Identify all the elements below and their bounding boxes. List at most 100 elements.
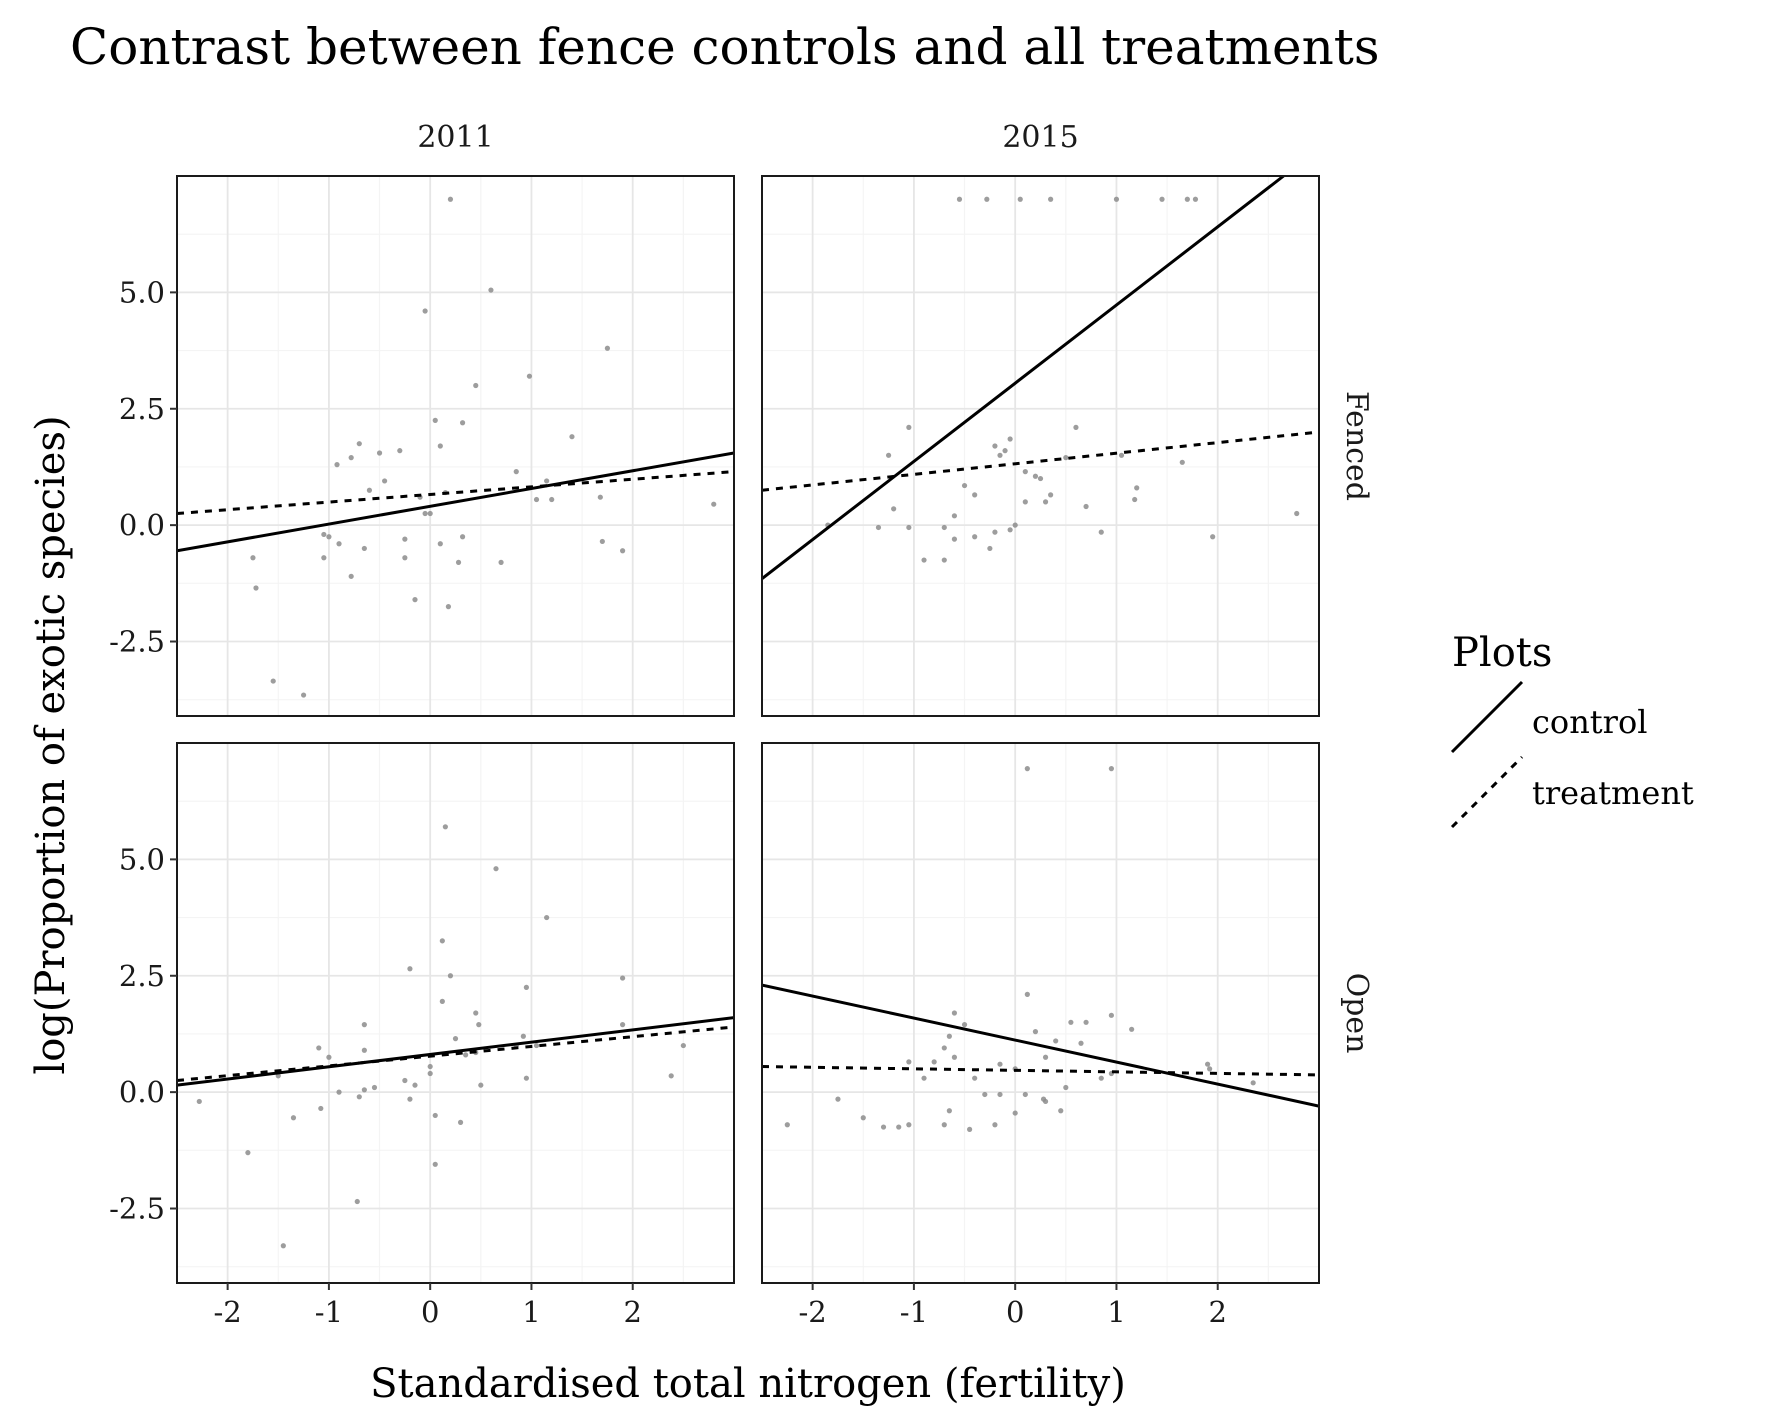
data-point <box>437 541 443 547</box>
data-point <box>992 529 998 535</box>
data-point <box>432 1112 438 1119</box>
data-point <box>407 966 413 972</box>
data-point <box>1032 473 1039 479</box>
data-point <box>1134 485 1140 491</box>
data-point <box>402 1077 408 1084</box>
data-point <box>526 373 533 379</box>
data-point <box>1184 196 1190 202</box>
data-point <box>1118 452 1125 458</box>
data-point <box>439 938 445 944</box>
data-point <box>961 1022 968 1028</box>
data-point <box>951 513 958 519</box>
data-point <box>445 604 452 610</box>
data-point <box>348 455 354 461</box>
data-point <box>784 1122 790 1128</box>
data-point <box>972 534 978 540</box>
panel-2015-fenced <box>761 175 1320 717</box>
data-point <box>447 973 454 979</box>
data-point <box>513 469 519 475</box>
data-point <box>972 492 978 498</box>
data-point <box>371 1084 378 1091</box>
fit-line-control <box>762 983 1319 1108</box>
data-point <box>549 496 555 503</box>
data-point <box>906 424 912 430</box>
legend-key-control <box>1450 680 1524 754</box>
strip-label-2011: 2011 <box>417 120 493 155</box>
data-point <box>711 501 717 507</box>
data-point <box>1012 1110 1018 1116</box>
fit-line-control <box>177 1016 734 1087</box>
panel-2011-fenced <box>176 175 735 717</box>
data-point <box>835 1096 841 1102</box>
data-point <box>476 1022 482 1028</box>
data-point <box>951 536 958 542</box>
data-point <box>668 1073 674 1079</box>
data-point <box>956 196 963 202</box>
y-tick-label: 5.0 <box>119 842 165 876</box>
data-point <box>1002 448 1008 454</box>
legend-label-treatment: treatment <box>1532 774 1694 812</box>
data-point <box>1210 534 1216 540</box>
data-point <box>402 536 408 542</box>
data-point <box>1058 1108 1064 1114</box>
data-point <box>478 1082 484 1088</box>
x-tick-label: 1 <box>1107 1295 1125 1329</box>
data-point <box>875 524 882 531</box>
x-tick-label: -2 <box>214 1295 242 1329</box>
panel-2015-open-lines <box>762 983 1319 1108</box>
data-point <box>361 545 367 552</box>
panel-2015-open-border <box>761 742 1320 1284</box>
data-point <box>366 487 373 493</box>
data-point <box>473 1010 479 1016</box>
data-point <box>533 496 540 503</box>
data-point <box>196 1098 202 1105</box>
data-point <box>620 1022 626 1028</box>
data-point <box>412 1082 418 1088</box>
x-axis-title: Standardised total nitrogen (fertility) <box>370 1361 1126 1407</box>
data-point <box>432 417 438 423</box>
data-point <box>1294 510 1300 517</box>
data-point <box>906 1059 912 1065</box>
data-point <box>402 555 408 561</box>
data-point <box>1250 1080 1256 1086</box>
panel-2011-fenced-border <box>176 175 735 717</box>
data-point <box>620 975 626 981</box>
data-point <box>544 478 550 484</box>
data-point <box>1083 503 1089 510</box>
data-point <box>921 1075 927 1081</box>
data-point <box>245 1150 251 1156</box>
y-tick-label: 2.5 <box>119 959 165 993</box>
data-point <box>997 1061 1003 1067</box>
data-point <box>1098 529 1104 535</box>
data-point <box>439 998 445 1004</box>
data-point <box>1132 496 1138 503</box>
data-point <box>523 1075 529 1081</box>
data-point <box>437 443 443 449</box>
data-point <box>452 1036 459 1042</box>
data-point <box>1159 196 1165 202</box>
data-point <box>569 434 575 440</box>
data-point <box>326 534 332 540</box>
data-point <box>941 524 947 531</box>
data-point <box>604 345 611 351</box>
data-point <box>941 557 947 563</box>
data-point <box>447 196 454 202</box>
data-point <box>361 1047 367 1053</box>
data-point <box>1007 436 1013 442</box>
data-point <box>860 1115 866 1121</box>
data-point <box>997 1091 1003 1098</box>
data-point <box>376 450 383 456</box>
data-point <box>951 1054 958 1060</box>
panel-2011-open <box>176 742 735 1284</box>
x-tick-label: -1 <box>900 1295 928 1329</box>
data-point <box>1040 1096 1047 1102</box>
data-point <box>972 1075 978 1081</box>
x-tick-label: -2 <box>799 1295 827 1329</box>
data-point <box>544 914 550 921</box>
legend-keys: control treatment <box>1450 680 1694 829</box>
data-point <box>885 452 892 458</box>
data-point <box>336 541 342 547</box>
data-point <box>316 1045 322 1051</box>
panel-2011-open-border <box>176 742 735 1284</box>
data-point <box>1129 1026 1135 1032</box>
